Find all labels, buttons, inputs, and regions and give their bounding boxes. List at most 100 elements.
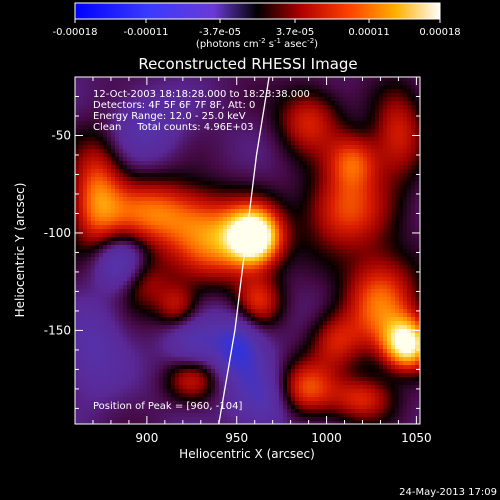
heatmap-cell [139, 125, 144, 130]
heatmap-cell [91, 233, 96, 238]
heatmap-cell [139, 293, 144, 298]
heatmap-cell [407, 185, 412, 190]
heatmap-cell [359, 121, 364, 126]
heatmap-cell [103, 149, 108, 154]
heatmap-cell [159, 213, 164, 218]
heatmap-cell [235, 253, 240, 258]
heatmap-cell [379, 197, 384, 202]
heatmap-cell [243, 133, 248, 138]
heatmap-cell [223, 273, 228, 278]
heatmap-cell [87, 189, 92, 194]
heatmap-cell [203, 189, 208, 194]
heatmap-cell [95, 281, 100, 286]
heatmap-cell [407, 245, 412, 250]
heatmap-cell [387, 181, 392, 186]
heatmap-cell [231, 213, 236, 218]
heatmap-cell [275, 209, 280, 214]
heatmap-cell [235, 97, 240, 102]
heatmap-cell [75, 249, 80, 254]
heatmap-cell [311, 245, 316, 250]
heatmap-cell [191, 221, 196, 226]
heatmap-cell [191, 89, 196, 94]
heatmap-cell [79, 205, 84, 210]
heatmap-cell [271, 89, 276, 94]
heatmap-cell [303, 157, 308, 162]
heatmap-cell [299, 265, 304, 270]
heatmap-cell [315, 285, 320, 290]
heatmap-cell [159, 257, 164, 262]
heatmap-cell [135, 169, 140, 174]
heatmap-cell [351, 201, 356, 206]
heatmap-cell [203, 301, 208, 306]
heatmap-cell [403, 173, 408, 178]
heatmap-cell [219, 245, 224, 250]
heatmap-cell [407, 209, 412, 214]
heatmap-cell [287, 161, 292, 166]
heatmap-cell [383, 293, 388, 298]
heatmap-cell [319, 113, 324, 118]
heatmap-cell [379, 121, 384, 126]
heatmap-cell [183, 213, 188, 218]
heatmap-cell [247, 245, 252, 250]
heatmap-cell [367, 101, 372, 106]
heatmap-cell [295, 245, 300, 250]
heatmap-cell [139, 153, 144, 158]
heatmap-cell [279, 169, 284, 174]
heatmap-cell [339, 293, 344, 298]
heatmap-cell [243, 121, 248, 126]
heatmap-cell [271, 205, 276, 210]
heatmap-cell [119, 141, 124, 146]
heatmap-cell [175, 117, 180, 122]
heatmap-cell [411, 189, 416, 194]
heatmap-cell [195, 229, 200, 234]
heatmap-cell [235, 109, 240, 114]
heatmap-cell [95, 117, 100, 122]
heatmap-cell [175, 125, 180, 130]
heatmap-cell [295, 89, 300, 94]
heatmap-cell [383, 265, 388, 270]
heatmap-cell [255, 225, 260, 230]
heatmap-cell [383, 145, 388, 150]
heatmap-cell [107, 121, 112, 126]
heatmap-cell [191, 209, 196, 214]
heatmap-cell [335, 165, 340, 170]
heatmap-cell [399, 89, 404, 94]
heatmap-cell [163, 129, 168, 134]
heatmap-cell [315, 109, 320, 114]
heatmap-cell [411, 177, 416, 182]
heatmap-cell [363, 261, 368, 266]
heatmap-cell [207, 293, 212, 298]
heatmap-cell [407, 117, 412, 122]
heatmap-cell [159, 217, 164, 222]
heatmap-cell [395, 301, 400, 306]
heatmap-cell [291, 217, 296, 222]
heatmap-cell [95, 173, 100, 178]
heatmap-cell [375, 133, 380, 138]
heatmap-cell [331, 117, 336, 122]
heatmap-cell [127, 269, 132, 274]
heatmap-cell [255, 273, 260, 278]
heatmap-cell [87, 165, 92, 170]
heatmap-cell [247, 269, 252, 274]
heatmap-cell [287, 201, 292, 206]
heatmap-cell [103, 85, 108, 90]
heatmap-cell [95, 125, 100, 130]
heatmap-cell [107, 125, 112, 130]
heatmap-cell [139, 85, 144, 90]
heatmap-cell [147, 265, 152, 270]
heatmap-cell [371, 105, 376, 110]
heatmap-cell [207, 141, 212, 146]
heatmap-cell [259, 145, 264, 150]
heatmap-cell [395, 261, 400, 266]
heatmap-cell [119, 293, 124, 298]
heatmap-cell [335, 193, 340, 198]
heatmap-cell [131, 137, 136, 142]
heatmap-cell [223, 161, 228, 166]
heatmap-cell [335, 265, 340, 270]
heatmap-cell [111, 145, 116, 150]
heatmap-cell [187, 173, 192, 178]
heatmap-cell [347, 245, 352, 250]
heatmap-cell [119, 261, 124, 266]
heatmap-cell [111, 285, 116, 290]
heatmap-cell [75, 261, 80, 266]
